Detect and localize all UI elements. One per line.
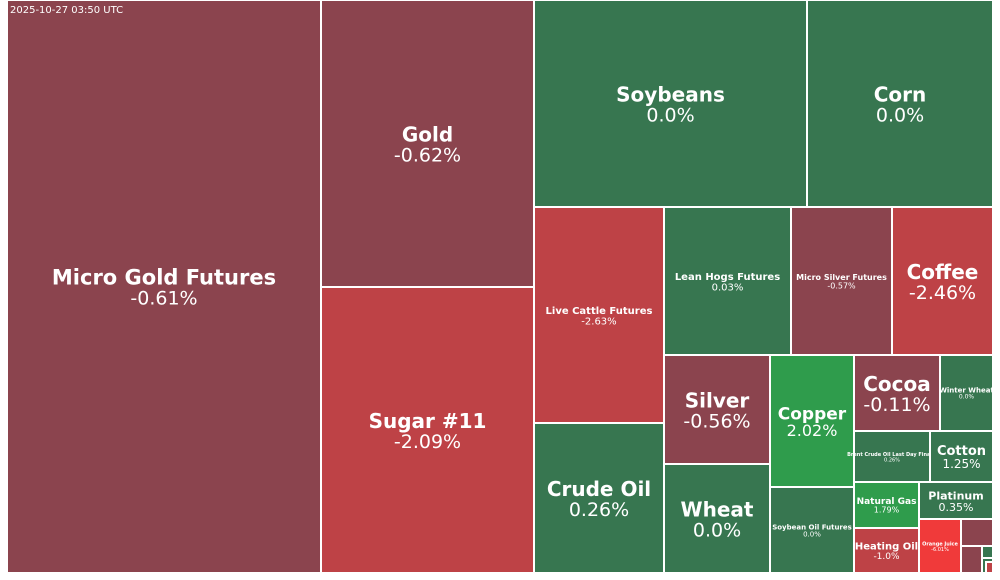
tile-name-cotton: Cotton: [937, 444, 986, 459]
tile-name-copper: Copper: [778, 404, 847, 424]
tile-name-soybeans: Soybeans: [616, 83, 725, 107]
tile-name-orange-juice: Orange Juice: [922, 542, 958, 548]
tile-sugar-11[interactable]: Sugar #11-2.09%: [320, 286, 535, 574]
tile-name-corn: Corn: [874, 83, 927, 107]
tile-heating-oil[interactable]: Heating Oil-1.0%: [853, 527, 920, 574]
tile-rect-unlabeled-22: [960, 518, 994, 547]
tile-rect-soybean-oil-futures: [769, 486, 855, 574]
tile-name-natural-gas: Natural Gas: [857, 497, 917, 507]
tile-change-crude-oil: 0.26%: [569, 499, 629, 521]
tile-change-sugar-11: -2.09%: [394, 431, 461, 453]
tile-unlabeled-22[interactable]: [960, 518, 994, 547]
tile-name-coffee: Coffee: [907, 260, 979, 284]
tile-rect-sugar-11: [320, 286, 535, 574]
tile-rect-cotton: [929, 430, 994, 483]
tile-unlabeled-24[interactable]: [981, 545, 994, 559]
tile-change-wheat: 0.0%: [693, 519, 741, 541]
tile-change-lean-hogs-futures: 0.03%: [712, 283, 744, 294]
tile-live-cattle-futures[interactable]: Live Cattle Futures-2.63%: [533, 206, 665, 424]
tile-change-winter-wheat: 0.0%: [959, 394, 975, 401]
tile-name-sugar-11: Sugar #11: [369, 409, 487, 433]
tile-change-silver: -0.56%: [683, 410, 750, 432]
tile-change-brent-crude-oil-last-day-financ: 0.26%: [884, 457, 900, 463]
tile-rect-unlabeled-23: [960, 545, 983, 574]
tile-name-crude-oil: Crude Oil: [547, 477, 651, 501]
tile-name-heating-oil: Heating Oil: [855, 542, 918, 553]
tile-rect-cocoa: [853, 354, 941, 432]
tile-rect-micro-gold-futures: [6, 0, 322, 574]
tile-name-micro-gold-futures: Micro Gold Futures: [52, 265, 276, 289]
tile-rect-soybeans: [533, 0, 808, 208]
tile-change-cocoa: -0.11%: [863, 394, 930, 416]
tile-micro-silver-futures[interactable]: Micro Silver Futures-0.57%: [790, 206, 893, 356]
tile-name-wheat: Wheat: [681, 498, 754, 522]
tile-change-live-cattle-futures: -2.63%: [581, 317, 616, 328]
tile-name-cocoa: Cocoa: [863, 372, 931, 396]
tile-rect-unlabeled-24: [981, 545, 994, 559]
tile-name-brent-crude-oil-last-day-financ: Brent Crude Oil Last Day Financ: [847, 452, 937, 458]
tile-rect-brent-crude-oil-last-day-financ: [853, 430, 931, 483]
tile-name-winter-wheat: Winter Wheat: [939, 386, 994, 394]
tile-orange-juice[interactable]: Orange Juice-6.01%: [918, 518, 962, 574]
tile-change-platinum: 0.35%: [939, 501, 974, 514]
tile-change-soybean-oil-futures: 0.0%: [803, 531, 821, 539]
tile-cocoa[interactable]: Cocoa-0.11%: [853, 354, 941, 432]
tile-name-gold: Gold: [402, 123, 453, 147]
tile-name-live-cattle-futures: Live Cattle Futures: [546, 306, 653, 317]
tile-gold[interactable]: Gold-0.62%: [320, 0, 535, 288]
tile-rect-natural-gas: [853, 481, 920, 529]
tile-change-corn: 0.0%: [876, 104, 924, 126]
tile-change-soybeans: 0.0%: [646, 104, 694, 126]
tile-change-heating-oil: -1.0%: [873, 552, 900, 562]
tile-rect-orange-juice: [918, 518, 962, 574]
tile-rect-copper: [769, 354, 855, 488]
timestamp: 2025-10-27 03:50 UTC: [10, 5, 124, 16]
tile-silver[interactable]: Silver-0.56%: [663, 354, 771, 465]
tile-micro-gold-futures[interactable]: Micro Gold Futures-0.61%: [6, 0, 322, 574]
tile-name-platinum: Platinum: [928, 489, 983, 502]
tile-unlabeled-23[interactable]: [960, 545, 983, 574]
tile-change-coffee: -2.46%: [909, 282, 976, 304]
tile-rect-unlabeled-26: [985, 561, 994, 574]
tile-rect-wheat: [663, 463, 771, 574]
tile-change-orange-juice: -6.01%: [931, 547, 949, 553]
tile-unlabeled-26[interactable]: [985, 561, 994, 574]
tile-name-micro-silver-futures: Micro Silver Futures: [796, 273, 887, 282]
tile-coffee[interactable]: Coffee-2.46%: [891, 206, 994, 356]
tile-name-lean-hogs-futures: Lean Hogs Futures: [675, 272, 780, 283]
tile-change-copper: 2.02%: [787, 421, 838, 440]
tile-change-gold: -0.62%: [394, 144, 461, 166]
tile-change-cotton: 1.25%: [942, 457, 980, 471]
tile-name-soybean-oil-futures: Soybean Oil Futures: [772, 523, 852, 531]
tile-rect-crude-oil: [533, 422, 665, 574]
tile-rect-platinum: [918, 481, 994, 520]
tile-rect-gold: [320, 0, 535, 288]
tile-name-silver: Silver: [685, 389, 750, 413]
tile-change-micro-silver-futures: -0.57%: [827, 282, 856, 291]
tile-change-micro-gold-futures: -0.61%: [130, 287, 197, 309]
tile-change-natural-gas: 1.79%: [874, 506, 900, 515]
